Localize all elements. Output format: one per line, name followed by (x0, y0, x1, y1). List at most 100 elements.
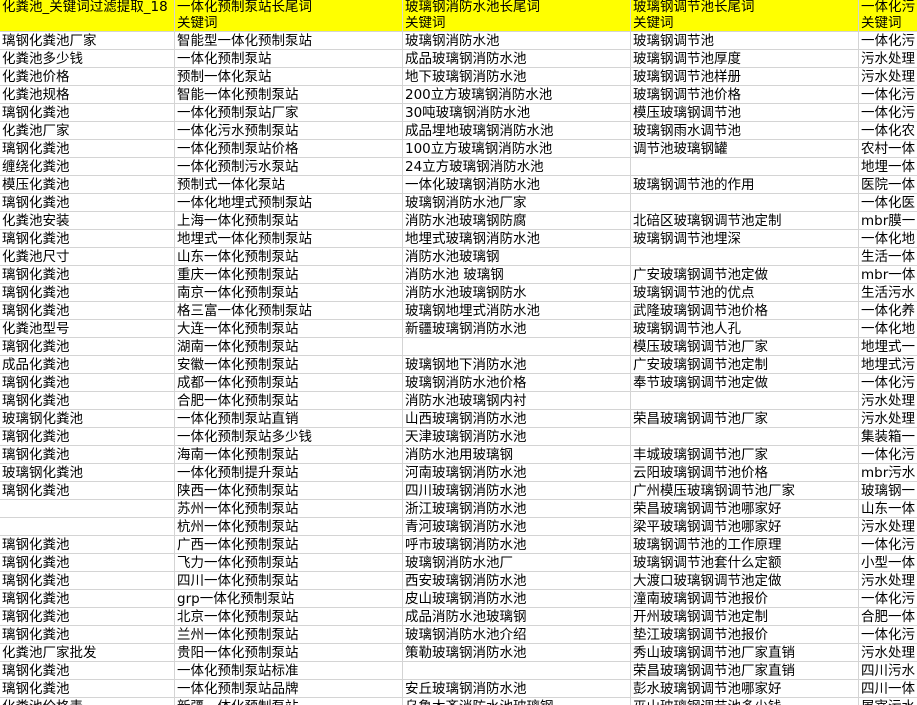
cell: 一体化玻璃钢消防水池 (403, 176, 631, 194)
cell: 璃钢化粪池 (0, 590, 175, 608)
cell: 荣昌玻璃钢调节池厂家直销 (631, 662, 859, 680)
cell: 一体化预制泵站品牌 (175, 680, 403, 698)
cell: 地埋式污 (859, 356, 917, 374)
cell: 消防水池玻璃钢 (403, 248, 631, 266)
header-text: 一体化污 (861, 0, 915, 15)
cell: 一体化医 (859, 194, 917, 212)
cell: 四川一体 (859, 680, 917, 698)
cell: 化粪池多少钱 (0, 50, 175, 68)
cell: 玻璃钢消防水池 (403, 32, 631, 50)
header-text: 关键词 (861, 16, 902, 31)
cell: 消防水池用玻璃钢 (403, 446, 631, 464)
cell: 璃钢化粪池 (0, 446, 175, 464)
header-text: 关键词 (177, 16, 218, 31)
cell: 璃钢化粪池 (0, 428, 175, 446)
cell: 屠宰污水 (859, 698, 917, 705)
cell: 消防水池玻璃钢防腐 (403, 212, 631, 230)
cell: grp一体化预制泵站 (175, 590, 403, 608)
cell: 一体化污 (859, 590, 917, 608)
cell: 玻璃钢调节池套什么定额 (631, 554, 859, 572)
cell: 一体化预制提升泵站 (175, 464, 403, 482)
cell: 医院一体 (859, 176, 917, 194)
cell: 四川一体化预制泵站 (175, 572, 403, 590)
cell: 荣昌玻璃钢调节池厂家 (631, 410, 859, 428)
cell: 新疆玻璃钢消防水池 (403, 320, 631, 338)
cell (403, 338, 631, 356)
cell: 广州模压玻璃钢调节池厂家 (631, 482, 859, 500)
cell: 玻璃钢调节池 (631, 32, 859, 50)
cell: 广安玻璃钢调节池定做 (631, 266, 859, 284)
cell: 南京一体化预制泵站 (175, 284, 403, 302)
cell: 成品玻璃钢消防水池 (403, 50, 631, 68)
cell: 海南一体化预制泵站 (175, 446, 403, 464)
cell: 乌鲁木齐消防水池玻璃钢 (403, 698, 631, 705)
header-text: 化粪池_关键词过滤提取_18 (2, 0, 168, 15)
cell: 污水处理 (859, 392, 917, 410)
cell: 一体化预制泵站多少钱 (175, 428, 403, 446)
cell: 一体化污 (859, 536, 917, 554)
cell: 污水处理 (859, 68, 917, 86)
cell: 大渡口玻璃钢调节池定做 (631, 572, 859, 590)
cell: 化粪池价格表 (0, 698, 175, 705)
cell: 云阳玻璃钢调节池价格 (631, 464, 859, 482)
cell: 污水处理 (859, 644, 917, 662)
cell (631, 194, 859, 212)
cell: 璃钢化粪池 (0, 302, 175, 320)
cell (631, 158, 859, 176)
cell: 玻璃钢调节池厚度 (631, 50, 859, 68)
cell (631, 392, 859, 410)
cell: 北碚区玻璃钢调节池定制 (631, 212, 859, 230)
cell: 玻璃钢调节池埋深 (631, 230, 859, 248)
cell: 地埋式一体化预制泵站 (175, 230, 403, 248)
cell: 四川污水 (859, 662, 917, 680)
cell: 青河玻璃钢消防水池 (403, 518, 631, 536)
cell: 武隆玻璃钢调节池价格 (631, 302, 859, 320)
cell: 玻璃钢调节池人孔 (631, 320, 859, 338)
cell: 一体化预制泵站 (175, 50, 403, 68)
cell: 安丘玻璃钢消防水池 (403, 680, 631, 698)
cell: 安徽一体化预制泵站 (175, 356, 403, 374)
cell: 模压化粪池 (0, 176, 175, 194)
cell: 一体化地 (859, 230, 917, 248)
cell: 巫山玻璃钢调节池多少钱 (631, 698, 859, 705)
cell: 100立方玻璃钢消防水池 (403, 140, 631, 158)
cell: 玻璃钢调节池的工作原理 (631, 536, 859, 554)
cell: 彭水玻璃钢调节池哪家好 (631, 680, 859, 698)
cell: 荣昌玻璃钢调节池哪家好 (631, 500, 859, 518)
cell: 策勒玻璃钢消防水池 (403, 644, 631, 662)
cell: 模压玻璃钢调节池厂家 (631, 338, 859, 356)
header-text: 关键词 (405, 16, 446, 31)
cell: 新疆一体化预制泵站 (175, 698, 403, 705)
cell (0, 518, 175, 536)
cell: 消防水池玻璃钢防水 (403, 284, 631, 302)
cell: 广西一体化预制泵站 (175, 536, 403, 554)
cell: 化粪池厂家 (0, 122, 175, 140)
cell: 化粪池价格 (0, 68, 175, 86)
cell: 玻璃钢调节池的优点 (631, 284, 859, 302)
cell: 成都一体化预制泵站 (175, 374, 403, 392)
cell: 贵阳一体化预制泵站 (175, 644, 403, 662)
cell: 地埋一体 (859, 158, 917, 176)
cell: 化粪池型号 (0, 320, 175, 338)
cell: mbr污水 (859, 464, 917, 482)
cell: 陕西一体化预制泵站 (175, 482, 403, 500)
cell: 地下玻璃钢消防水池 (403, 68, 631, 86)
cell: 一体化污 (859, 626, 917, 644)
cell: 璃钢化粪池 (0, 392, 175, 410)
cell: 小型一体 (859, 554, 917, 572)
cell: 玻璃钢一 (859, 482, 917, 500)
cell: 玻璃钢消防水池厂家 (403, 194, 631, 212)
cell: 一体化地 (859, 320, 917, 338)
cell: 浙江玻璃钢消防水池 (403, 500, 631, 518)
cell: 呼市玻璃钢消防水池 (403, 536, 631, 554)
cell: 璃钢化粪池 (0, 572, 175, 590)
cell: 璃钢化粪池 (0, 194, 175, 212)
cell: 化粪池尺寸 (0, 248, 175, 266)
cell: 苏州一体化预制泵站 (175, 500, 403, 518)
cell: 农村一体 (859, 140, 917, 158)
cell: 璃钢化粪池 (0, 680, 175, 698)
cell: 璃钢化粪池 (0, 482, 175, 500)
header-text: 玻璃钢调节池长尾词 (633, 0, 755, 15)
cell: 一体化农 (859, 122, 917, 140)
header-cell: 玻璃钢消防水池长尾词 关键词 (403, 0, 631, 32)
